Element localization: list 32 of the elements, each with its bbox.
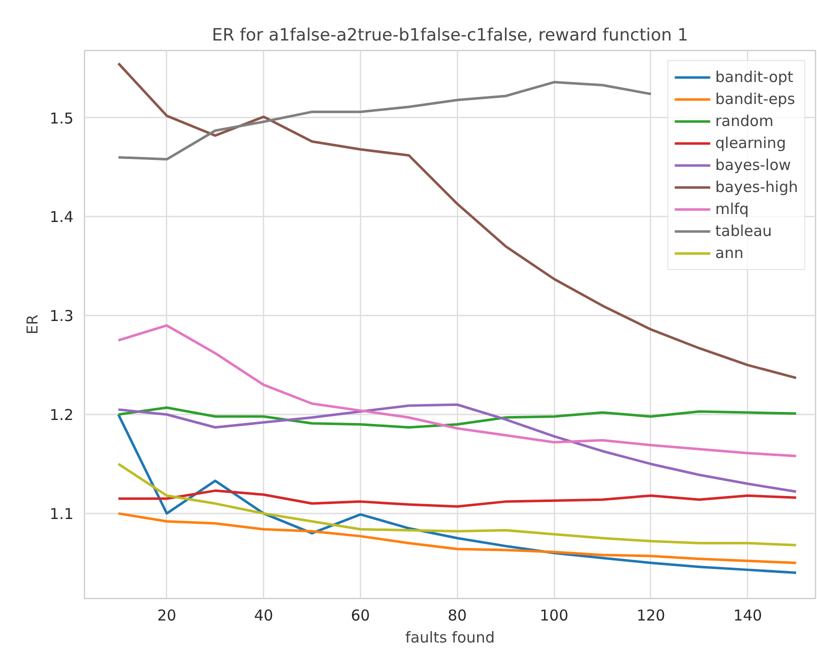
- y-tick-label: 1.3: [50, 307, 74, 326]
- legend-label: bandit-eps: [715, 90, 796, 108]
- y-axis-title: ER: [24, 314, 42, 334]
- line-series: [117, 80, 652, 161]
- line-series: [117, 406, 798, 429]
- x-axis-title: faults found: [405, 628, 495, 646]
- line-series: [117, 512, 798, 564]
- x-tick-label: 40: [254, 606, 274, 624]
- line-series: [117, 462, 798, 546]
- x-tick-label: 60: [350, 606, 370, 624]
- x-tick-label: 80: [448, 606, 467, 624]
- legend-label: bayes-low: [715, 156, 791, 174]
- y-tick-label: 1.5: [50, 109, 74, 128]
- legend-label: ann: [715, 244, 744, 262]
- legend-label: qlearning: [715, 134, 786, 152]
- legend-label: bayes-high: [715, 178, 798, 196]
- x-tick-label: 120: [636, 606, 666, 624]
- line-series: [117, 403, 798, 493]
- y-tick-label: 1.4: [50, 208, 74, 226]
- legend-label: bandit-opt: [715, 68, 794, 86]
- x-tick-label: 20: [157, 606, 176, 624]
- line-series: [117, 489, 798, 508]
- x-tick-label: 140: [733, 606, 762, 624]
- line-series: [117, 62, 798, 380]
- legend-label: tableau: [715, 222, 772, 240]
- y-tick-label: 1.1: [50, 504, 74, 523]
- chart-title: ER for a1false-a2true-b1false-c1false, reward function 1: [212, 26, 688, 46]
- x-tick-label: 100: [540, 606, 568, 624]
- line-series: [117, 324, 798, 458]
- legend-label: mlfq: [715, 200, 749, 218]
- y-tick-label: 1.2: [50, 406, 74, 424]
- legend-label: random: [715, 112, 774, 130]
